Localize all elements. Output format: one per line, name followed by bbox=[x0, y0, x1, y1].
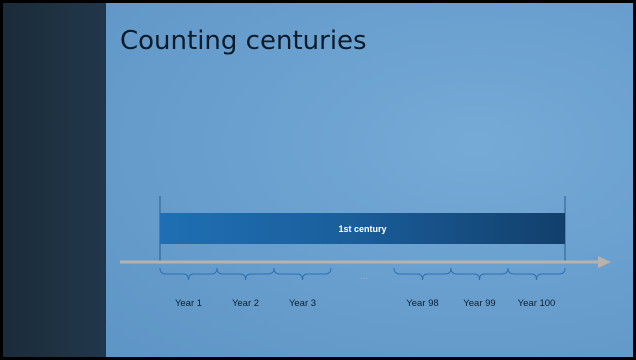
year-label: Year 2 bbox=[231, 298, 260, 309]
year-brace bbox=[216, 267, 275, 281]
year-brace bbox=[393, 267, 452, 281]
left-panel bbox=[3, 3, 106, 357]
timeline-arrowhead bbox=[598, 256, 611, 268]
main-panel bbox=[106, 3, 633, 357]
year-label: Year 1 bbox=[174, 298, 203, 309]
year-label: Year 100 bbox=[517, 298, 556, 309]
ellipsis-text: ... bbox=[360, 271, 368, 282]
year-brace bbox=[159, 267, 218, 281]
year-brace bbox=[273, 267, 332, 281]
slide-title: Counting centuries bbox=[120, 26, 367, 56]
year-label: Year 99 bbox=[463, 298, 496, 309]
year-braces bbox=[159, 267, 566, 281]
year-label: Year 3 bbox=[288, 298, 317, 309]
century-bar: 1st century bbox=[160, 213, 565, 244]
century-label: 1st century bbox=[338, 223, 387, 234]
year-brace bbox=[507, 267, 566, 281]
year-brace bbox=[450, 267, 509, 281]
year-label: Year 98 bbox=[406, 298, 439, 309]
